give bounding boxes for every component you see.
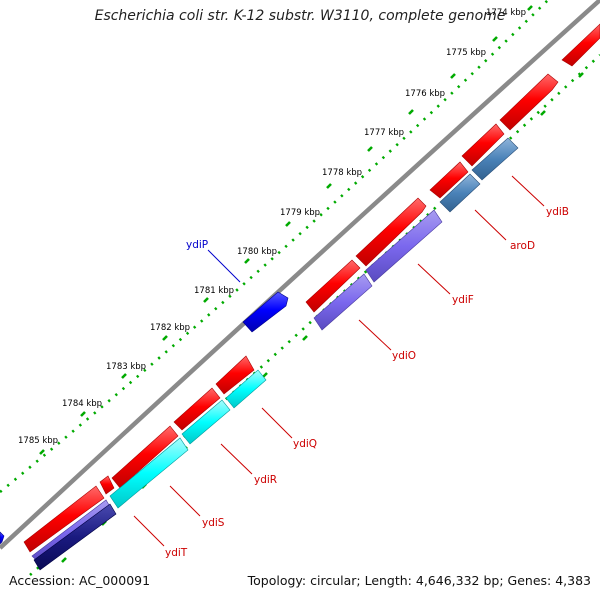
gene-ydiO[interactable]	[313, 273, 373, 331]
scale-label-1777: 1777 kbp	[364, 128, 404, 138]
kbp-ticks	[39, 5, 533, 455]
gene-ydiP[interactable]	[242, 291, 289, 333]
gene-label-ydiT: ydiT	[165, 547, 188, 559]
gene-arrow-1785b[interactable]	[99, 475, 115, 495]
scale-label-1783: 1783 kbp	[106, 362, 146, 372]
scale-label-1776: 1776 kbp	[405, 89, 445, 99]
genome-title: Escherichia coli str. K-12 substr. W3110…	[94, 8, 506, 24]
gene-label-ydiP: ydiP	[186, 239, 208, 251]
gene-label-ydiO: ydiO	[392, 350, 416, 362]
gene-arrow-1785[interactable]	[111, 425, 179, 489]
scale-label-1784: 1784 kbp	[62, 399, 102, 409]
gene-arrow-1778[interactable]	[429, 161, 469, 199]
topology-text: Topology: circular; Length: 4,646,332 bp…	[247, 573, 591, 588]
gene-arrow-1786[interactable]	[23, 485, 105, 553]
gene-label-ydiB: ydiB	[546, 206, 569, 218]
gene-aroD[interactable]	[439, 173, 481, 213]
gene-arrow-1784[interactable]	[173, 387, 221, 431]
scale-label-1779: 1779 kbp	[280, 208, 320, 218]
gene-arrow-1775[interactable]	[499, 73, 559, 131]
forward-gene-track	[23, 23, 600, 553]
gene-label-ydiF: ydiF	[452, 294, 474, 306]
scale-label-1781: 1781 kbp	[194, 286, 234, 296]
gene-fragment-left[interactable]	[0, 531, 5, 545]
gene-ydiT[interactable]	[33, 503, 117, 571]
gene-ydiS[interactable]	[109, 437, 189, 509]
gene-ydiQ[interactable]	[225, 369, 267, 409]
label-leaders	[133, 175, 545, 547]
gene-arrow-1781[interactable]	[305, 259, 361, 313]
scale-label-1780: 1780 kbp	[237, 247, 277, 257]
gene-label-ydiR: ydiR	[254, 474, 277, 486]
gene-label-ydiQ: ydiQ	[293, 438, 317, 450]
scale-label-1785: 1785 kbp	[18, 436, 58, 446]
genome-backbone	[0, 0, 600, 550]
scale-label-1775: 1775 kbp	[446, 48, 486, 58]
outer-scale-ring	[0, 0, 549, 494]
scale-label-1778: 1778 kbp	[322, 168, 362, 178]
gene-label-aroD: aroD	[510, 240, 535, 252]
gene-arrow-1783[interactable]	[215, 355, 255, 395]
gene-arrow-top-right[interactable]	[561, 23, 600, 67]
gene-ydiF[interactable]	[365, 209, 443, 283]
reverse-gene-track	[31, 137, 519, 571]
gene-ydiB[interactable]	[471, 137, 519, 181]
gene-ydiR[interactable]	[181, 399, 231, 445]
gene-arrow-1779[interactable]	[355, 197, 427, 267]
scale-label-1774: 1774 kbp	[486, 8, 526, 18]
accession-text: Accession: AC_000091	[9, 573, 151, 588]
gene-arrow-1777a[interactable]	[461, 123, 505, 167]
gene-label-ydiS: ydiS	[202, 517, 225, 529]
scale-label-1782: 1782 kbp	[150, 323, 190, 333]
